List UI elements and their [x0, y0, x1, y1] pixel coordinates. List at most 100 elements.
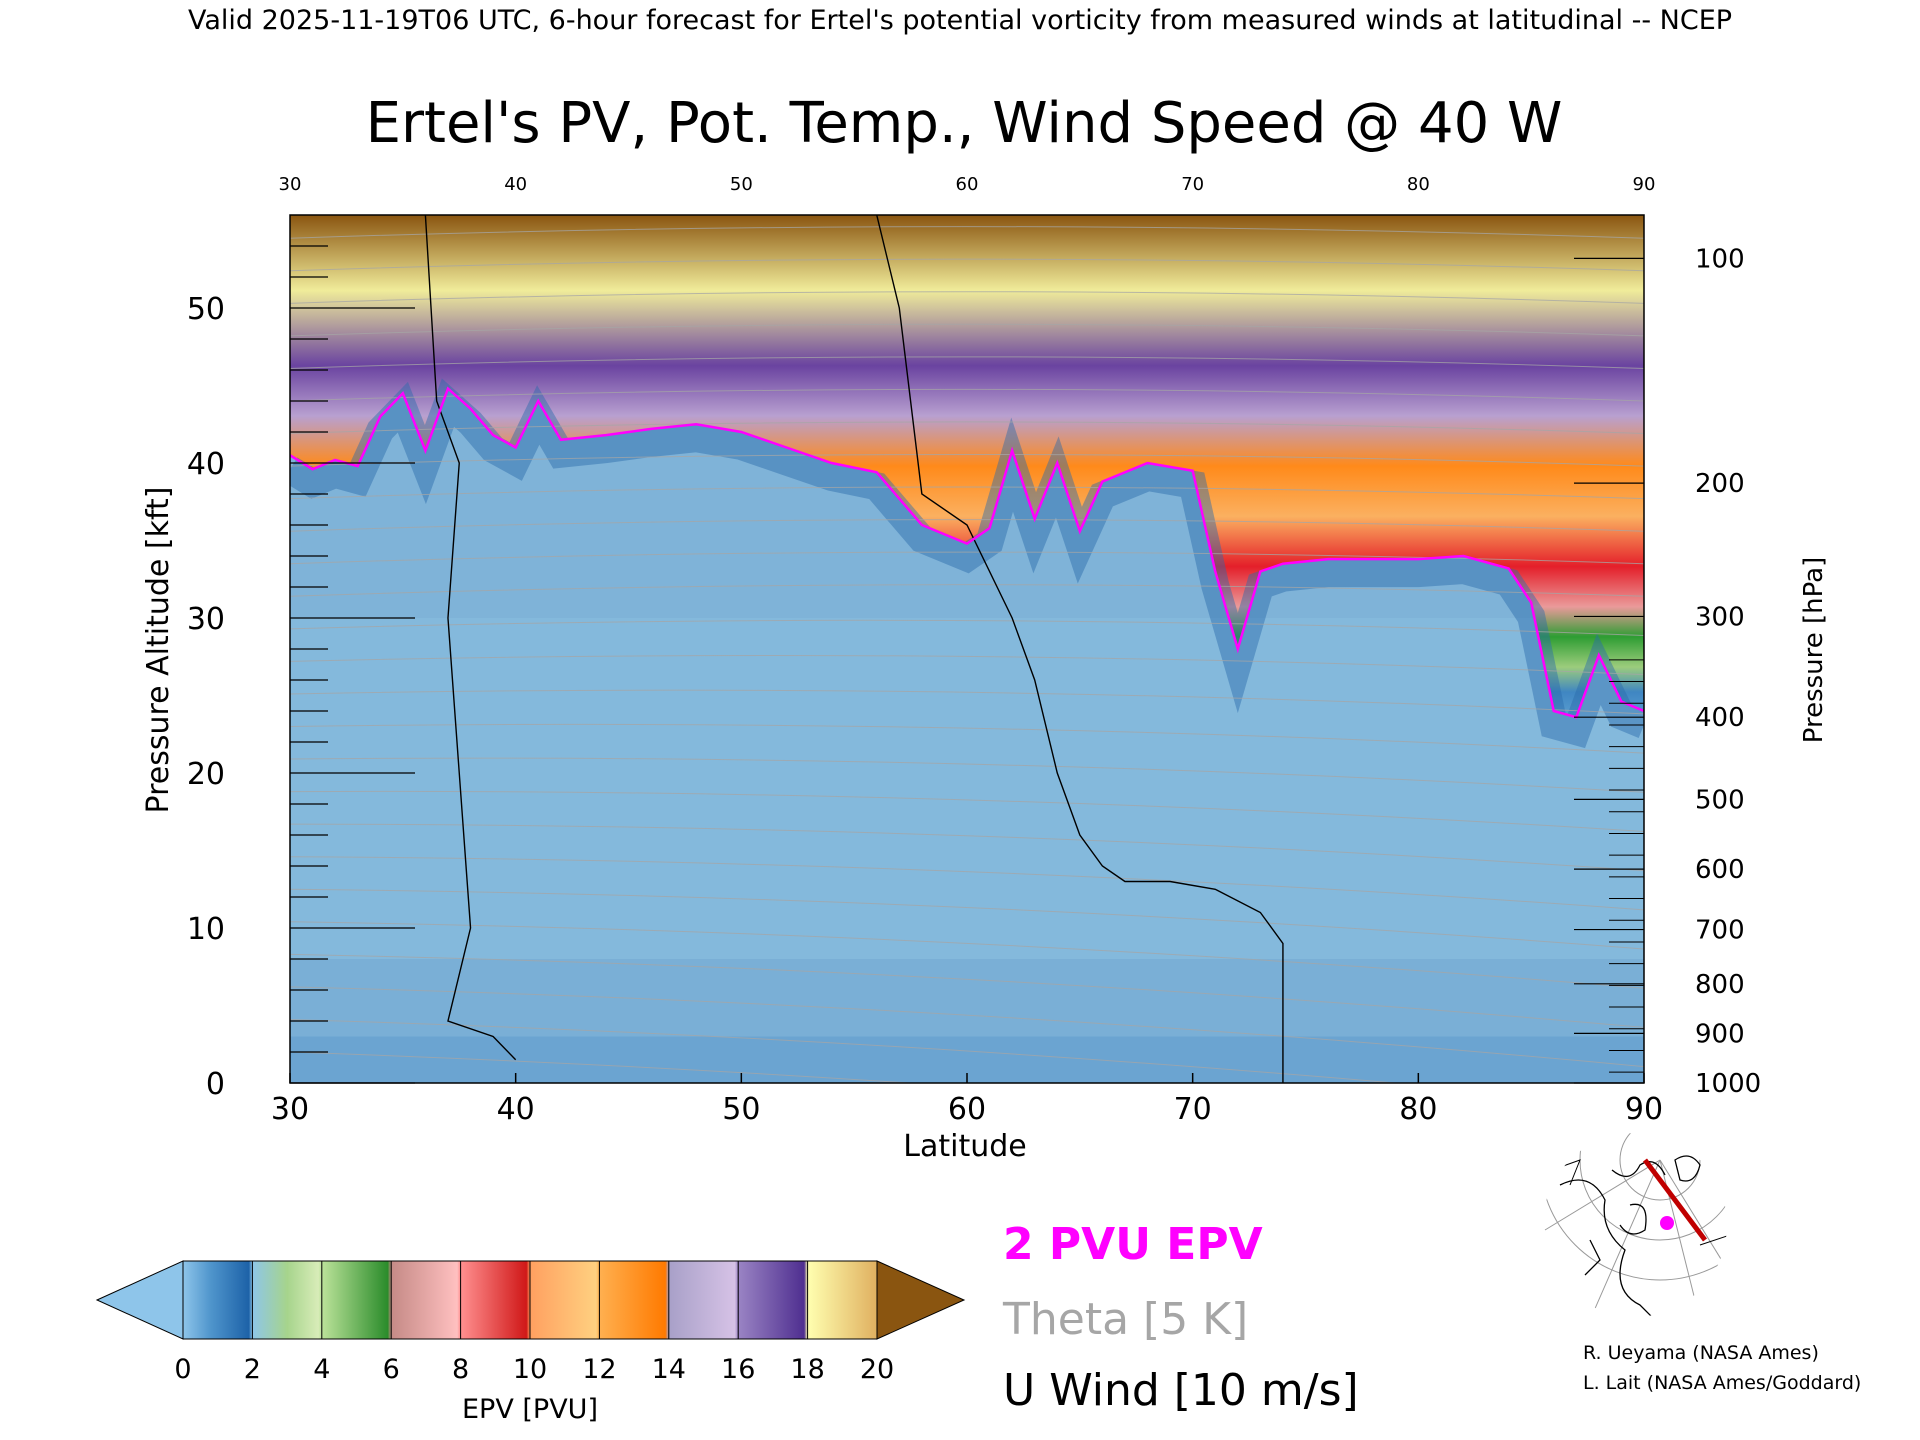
colorbar-tick-label: 10: [513, 1354, 547, 1385]
x-top-tick-label: 30: [279, 174, 302, 195]
pressure-tick-label: 600: [1695, 855, 1745, 885]
theta-contour: [290, 986, 1644, 1068]
pressure-tick-label: 300: [1695, 602, 1745, 632]
pressure-tick-label: 900: [1695, 1019, 1745, 1049]
x-axis-bottom: 30 40 50 60 70 80 90: [271, 1073, 1663, 1127]
colorbar-tick-label: 6: [383, 1354, 400, 1385]
colorbar-ticks: 0 2 4 6 8 10 12 14 16 18 20: [174, 1261, 894, 1385]
valid-line: Valid 2025-11-19T06 UTC, 6-hour forecast…: [188, 5, 1732, 36]
theta-contour: [290, 453, 1644, 467]
x-top-tick-label: 70: [1181, 174, 1204, 195]
x-tick-label: 80: [1399, 1092, 1437, 1127]
x-top-tick-label: 90: [1633, 174, 1656, 195]
x-tick-label: 40: [497, 1092, 535, 1127]
pressure-tick-label: 100: [1695, 244, 1745, 274]
theta-contour: [290, 486, 1644, 500]
pressure-tick-label: 400: [1695, 703, 1745, 733]
x-tick-label: 90: [1625, 1092, 1663, 1127]
x-axis-label: Latitude: [903, 1129, 1026, 1164]
pv-2pvu-line: [290, 386, 1644, 719]
y-tick-label: 50: [187, 292, 225, 327]
theta-contour: [290, 584, 1644, 597]
y-tick-label: 40: [187, 447, 225, 482]
y-tick-label: 0: [206, 1067, 225, 1102]
x-axis-top: 30 40 50 60 70 80 90: [279, 174, 1656, 195]
colorbar-tick-label: 0: [174, 1354, 191, 1385]
y-tick-label: 30: [187, 602, 225, 637]
theta-contour: [290, 519, 1644, 532]
theta-contour: [290, 226, 1644, 239]
theta-contour: [290, 888, 1644, 950]
x-tick-label: 30: [271, 1092, 309, 1127]
colorbar-tick-label: 12: [582, 1354, 616, 1385]
theta-contour: [290, 953, 1644, 1028]
colorbar-tick-label: 14: [652, 1354, 686, 1385]
credit-line-2: L. Lait (NASA Ames/Goddard): [1583, 1372, 1862, 1394]
legend-theta: Theta [5 K]: [1002, 1294, 1248, 1345]
theta-contour: [290, 921, 1644, 989]
legend-epv: 2 PVU EPV: [1003, 1219, 1263, 1270]
colorbar-tick-label: 20: [860, 1354, 894, 1385]
y-axis-left: 0 10 20 30 40 50: [187, 245, 415, 1102]
stratosphere-overlay: [290, 215, 1644, 718]
troposphere-band: [290, 618, 1644, 959]
x-top-tick-label: 80: [1407, 174, 1430, 195]
theta-contour: [290, 856, 1644, 911]
wind-contour: [424, 215, 517, 1061]
x-tick-label: 60: [948, 1092, 986, 1127]
theta-contour: [290, 388, 1644, 402]
wind-contours: [424, 215, 1284, 1083]
pressure-tick-label: 800: [1695, 970, 1745, 1000]
x-tick-label: 50: [722, 1092, 760, 1127]
y-axis-right: 1000 900 800 700 600 500 400 300 200 100: [1574, 244, 1761, 1099]
colorbar-low-arrow: [95, 1260, 184, 1340]
theta-contour: [290, 162, 1644, 174]
colorbar-tick-label: 16: [721, 1354, 755, 1385]
theta-contour: [290, 723, 1644, 754]
chart-title: Ertel's PV, Pot. Temp., Wind Speed @ 40 …: [366, 91, 1563, 156]
colorbar-tick-label: 8: [452, 1354, 469, 1385]
pressure-tick-label: 1000: [1695, 1069, 1761, 1099]
theta-contour: [290, 1051, 917, 1083]
colorbar-tick-label: 4: [313, 1354, 330, 1385]
theta-contour: [290, 258, 1644, 272]
troposphere-band: [290, 959, 1644, 1037]
x-top-tick-label: 40: [504, 174, 527, 195]
theta-contour: [290, 1018, 1402, 1083]
theta-contour: [290, 323, 1644, 337]
pressure-tick-label: 500: [1695, 785, 1745, 815]
theta-contour: [290, 194, 1644, 206]
legend-uwind: U Wind [10 m/s]: [1003, 1365, 1359, 1416]
x-top-tick-label: 50: [730, 174, 753, 195]
theta-contour: [290, 790, 1644, 832]
epv-field: [290, 215, 1644, 1083]
theta-contour: [290, 421, 1644, 435]
colorbar-tick-label: 2: [244, 1354, 261, 1385]
theta-contour: [290, 654, 1644, 676]
theta-contour: [290, 823, 1644, 872]
theta-contour: [290, 291, 1644, 304]
colorbar-high-arrow: [876, 1260, 966, 1340]
theta-contour: [290, 356, 1644, 369]
inset-location-marker: [1660, 1216, 1674, 1230]
theta-contour: [290, 757, 1644, 793]
y-axis-label: Pressure Altitude [kft]: [141, 487, 176, 814]
theta-contours: [290, 162, 1644, 1083]
pressure-tick-label: 700: [1695, 916, 1745, 946]
y-tick-label: 10: [187, 912, 225, 947]
x-tick-label: 70: [1174, 1092, 1212, 1127]
y2-axis-label: Pressure [hPa]: [1799, 557, 1829, 744]
colorbar: 0 2 4 6 8 10 12 14 16 18 20 EPV [PVU]: [95, 1260, 966, 1425]
plot-area: [290, 162, 1644, 1083]
pressure-tick-label: 200: [1695, 469, 1745, 499]
inset-map: [1543, 1133, 1727, 1317]
colorbar-tick-label: 18: [790, 1354, 824, 1385]
credit-line-1: R. Ueyama (NASA Ames): [1583, 1342, 1819, 1364]
theta-contour: [290, 689, 1644, 715]
wind-contour: [876, 215, 1284, 1083]
y-tick-label: 20: [187, 757, 225, 792]
theta-contour: [290, 619, 1644, 636]
tropopause-blue-rim: [290, 378, 1644, 749]
colorbar-label: EPV [PVU]: [462, 1394, 598, 1425]
